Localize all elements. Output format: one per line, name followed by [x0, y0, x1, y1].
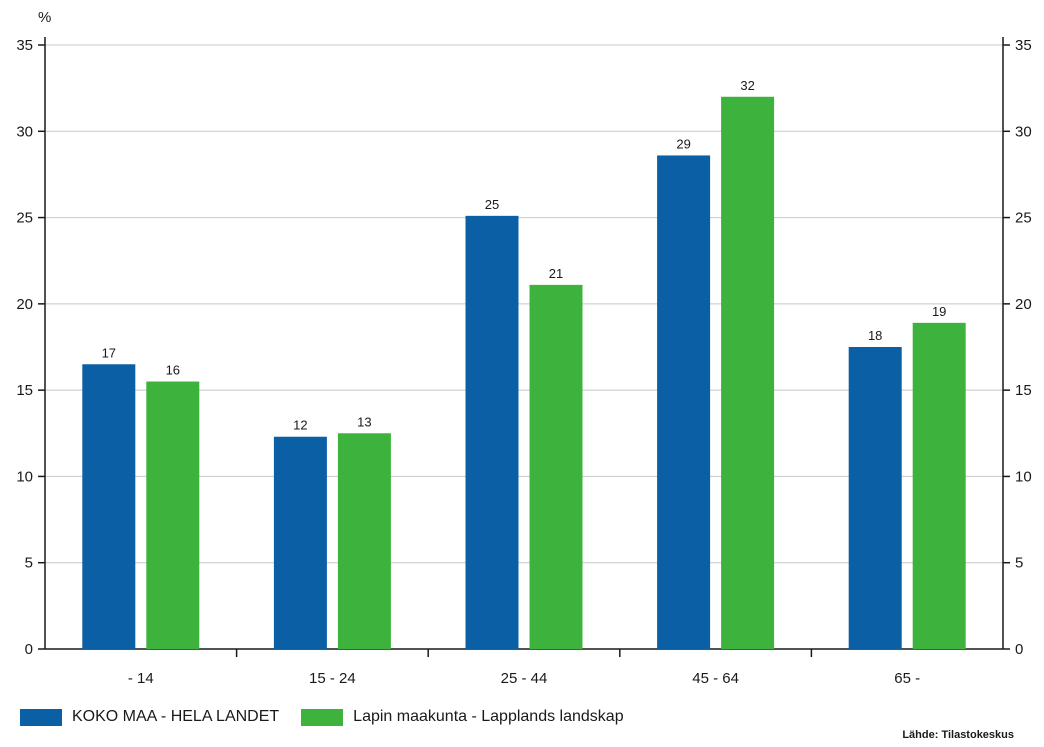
source-note: Lähde: Tilastokeskus [902, 729, 1014, 741]
y-tick-label-left: 0 [25, 641, 33, 658]
y-axis-label: % [38, 9, 51, 26]
bar-1 [657, 155, 711, 649]
y-tick-label-right: 20 [1015, 296, 1032, 313]
bar-2 [721, 96, 775, 650]
data-label: 29 [676, 136, 690, 151]
x-tick-label: 45 - 64 [692, 670, 739, 687]
legend-label-series-1: KOKO MAA - HELA LANDET [72, 708, 280, 725]
legend-swatch-series-2 [301, 708, 344, 726]
bar-1 [82, 364, 136, 649]
data-label: 25 [485, 197, 499, 212]
data-label: 13 [357, 414, 371, 429]
y-tick-label-left: 35 [16, 37, 33, 54]
y-tick-label-left: 5 [25, 555, 33, 572]
data-label: 16 [166, 363, 180, 378]
bar-1 [273, 436, 327, 649]
legend-item-series-1: KOKO MAA - HELA LANDET [20, 708, 279, 726]
legend-label-series-2: Lapin maakunta - Lapplands landskap [353, 708, 624, 725]
x-tick-label: 15 - 24 [309, 670, 356, 687]
bar-1 [465, 215, 519, 650]
y-tick-label-right: 30 [1015, 123, 1032, 140]
y-tick-label-right: 35 [1015, 37, 1032, 54]
data-label: 19 [932, 304, 946, 319]
bar-2 [529, 284, 583, 649]
y-tick-label-right: 25 [1015, 210, 1032, 227]
bar-2 [912, 322, 966, 649]
legend-swatch-series-1 [20, 708, 62, 726]
y-tick-label-left: 15 [16, 382, 33, 399]
bar-2 [146, 381, 200, 649]
y-tick-label-left: 30 [16, 123, 33, 140]
bar-1 [848, 347, 902, 649]
y-tick-label-right: 10 [1015, 468, 1032, 485]
legend: KOKO MAA - HELA LANDET Lapin maakunta - … [20, 708, 646, 726]
data-label: 12 [293, 418, 307, 433]
y-tick-label-left: 10 [16, 468, 33, 485]
y-tick-label-right: 15 [1015, 382, 1032, 399]
y-tick-label-left: 20 [16, 296, 33, 313]
x-tick-label: 25 - 44 [501, 670, 548, 687]
data-label: 21 [549, 266, 563, 281]
x-tick-label: 65 - [894, 670, 920, 687]
legend-item-series-2: Lapin maakunta - Lapplands landskap [301, 708, 624, 726]
y-tick-label-left: 25 [16, 210, 33, 227]
bar-2 [337, 433, 391, 649]
y-tick-label-right: 0 [1015, 641, 1023, 658]
data-label: 18 [868, 328, 882, 343]
y-tick-label-right: 5 [1015, 555, 1023, 572]
data-label: 32 [740, 78, 754, 93]
x-tick-label: - 14 [128, 670, 154, 687]
data-label: 17 [102, 345, 116, 360]
